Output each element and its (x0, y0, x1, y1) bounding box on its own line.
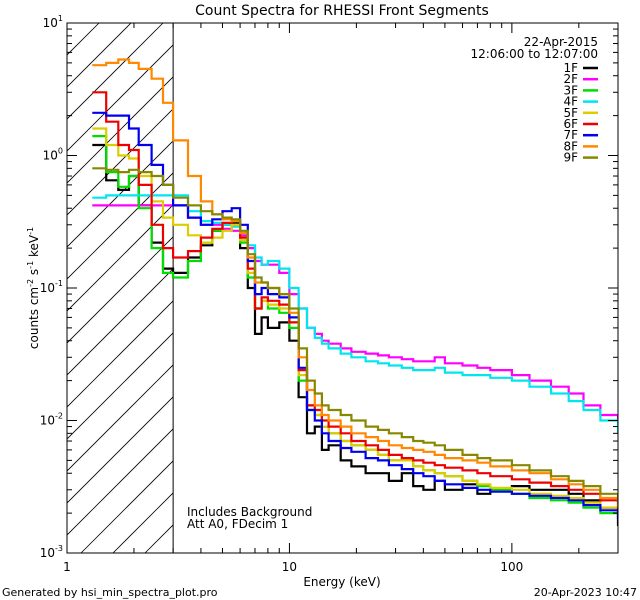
legend-label-7f: 7F (563, 128, 578, 142)
x-tick-label: 100 (500, 560, 523, 574)
y-tick-exponent: 0 (58, 147, 63, 156)
y-tick-exponent: -1 (55, 279, 63, 288)
series-line-6f (92, 91, 618, 511)
series-line-9f (92, 167, 618, 503)
y-tick-exponent: 1 (58, 14, 63, 23)
footer-generated-by: Generated by hsi_min_spectra_plot.pro (2, 586, 218, 599)
x-axis-label: Energy (keV) (303, 575, 380, 589)
note-attenuator: Att A0, FDecim 1 (187, 517, 288, 531)
time-range-label: 12:06:00 to 12:07:00 (471, 47, 598, 61)
y-tick-label: 10-3 (40, 544, 63, 560)
legend-label-8f: 8F (563, 139, 578, 153)
y-tick-base: 10 (40, 546, 55, 560)
hatch-line (67, 23, 132, 88)
y-tick-label: 101 (43, 14, 63, 30)
hatch-line (67, 428, 174, 536)
series-group (92, 58, 618, 526)
y-tick-label: 100 (43, 147, 63, 163)
axis-ticks (66, 22, 619, 554)
hatch-line (80, 460, 174, 553)
y-tick-base: 10 (40, 414, 55, 428)
legend-label-2f: 2F (563, 72, 578, 86)
series-line-2f (92, 204, 618, 421)
y-tick-label: 10-2 (40, 412, 63, 428)
y-tick-base: 10 (43, 16, 58, 30)
y-tick-base: 10 (43, 149, 58, 163)
legend-label-1f: 1F (563, 61, 578, 75)
hatch-line (67, 23, 164, 120)
y-tick-exponent: -2 (55, 412, 63, 421)
hatch-line (67, 236, 174, 344)
series-line-8f (92, 58, 618, 508)
hatch-line (67, 204, 174, 312)
legend-label-9f: 9F (563, 151, 578, 165)
y-tick-exponent: -3 (55, 544, 63, 553)
legend-label-3f: 3F (563, 83, 578, 97)
y-tick-base: 10 (40, 281, 55, 295)
hatch-line (67, 364, 174, 472)
y-axis-label-counts: counts cm (27, 287, 41, 349)
x-tick-label: 1 (63, 560, 71, 574)
y-axis-label-exp-cm: -2 (26, 279, 35, 287)
y-axis-label-s: s (27, 269, 41, 279)
y-tick-label: 10-1 (40, 279, 63, 295)
hatch-line (67, 76, 174, 184)
chart-title: Count Spectra for RHESSI Front Segments (195, 3, 489, 19)
series-line-1f (92, 143, 618, 526)
hatch-line (67, 108, 174, 216)
hatch-line (67, 396, 174, 504)
legend-label-5f: 5F (563, 106, 578, 120)
series-line-3f (92, 135, 618, 520)
legend-label-4f: 4F (563, 95, 578, 109)
legend-label-6f: 6F (563, 117, 578, 131)
series-line-4f (92, 194, 618, 434)
y-axis-label-exp-s: -1 (26, 261, 35, 269)
y-axis-label: counts cm-2 s-1 keV-1 (26, 227, 41, 349)
date-label: 22-Apr-2015 (524, 35, 598, 49)
series-line-5f (92, 127, 618, 514)
note-background: Includes Background (187, 505, 312, 519)
footer-timestamp: 20-Apr-2023 10:47 (534, 586, 637, 599)
x-tick-labels: 1 10 100 (63, 560, 523, 574)
x-tick-label: 10 (282, 560, 297, 574)
y-axis-label-exp-kev: -1 (26, 227, 35, 235)
hatch-line (67, 268, 174, 376)
y-axis-label-kev: keV (27, 234, 41, 261)
series-line-7f (92, 111, 618, 520)
